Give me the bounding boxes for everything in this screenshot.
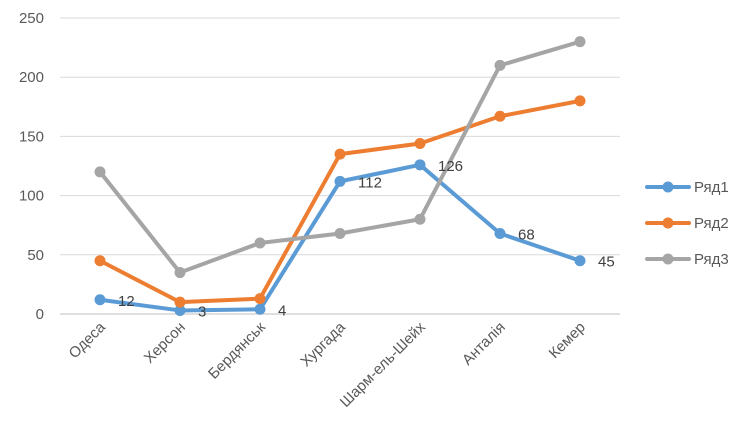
series-group xyxy=(94,36,586,316)
data-point xyxy=(574,255,586,267)
x-tick-label: Одеса xyxy=(65,318,109,362)
legend-label: Ряд3 xyxy=(694,251,729,268)
data-point xyxy=(334,175,346,187)
legend-marker xyxy=(662,253,674,265)
data-point xyxy=(414,159,426,171)
x-axis-ticks: Одеса Херсон Бердянськ ХургадаШарм-ель-Шейх… xyxy=(65,318,588,410)
data-point xyxy=(174,304,186,316)
data-point xyxy=(494,59,506,71)
x-tick-label: Херсон xyxy=(141,319,189,367)
x-tick-label: Хургада xyxy=(297,318,349,370)
y-tick-label: 200 xyxy=(19,69,44,86)
series-2 xyxy=(94,95,586,308)
data-label: 68 xyxy=(518,226,535,243)
data-point xyxy=(174,267,186,279)
legend-item-3: Ряд3 xyxy=(645,251,729,268)
data-point xyxy=(254,303,266,315)
data-label: 12 xyxy=(118,293,135,310)
legend-label: Ряд1 xyxy=(694,179,729,196)
data-point xyxy=(574,95,586,107)
series-3 xyxy=(94,36,586,279)
data-point xyxy=(254,293,266,305)
data-labels: 12 3 4 112 126 68 45 xyxy=(118,158,615,321)
data-point xyxy=(174,296,186,308)
data-label: 126 xyxy=(438,158,463,175)
data-label: 45 xyxy=(598,254,615,271)
legend-item-1: Ряд1 xyxy=(645,179,729,196)
y-tick-label: 100 xyxy=(19,188,44,205)
y-tick-label: 0 xyxy=(36,306,44,323)
legend-marker xyxy=(662,181,674,193)
data-label: 3 xyxy=(198,303,206,320)
data-point xyxy=(494,227,506,239)
data-point xyxy=(94,166,106,178)
data-point xyxy=(94,255,106,267)
legend-label: Ряд2 xyxy=(694,215,729,232)
y-axis-ticks: 0 50 100 150 200 250 xyxy=(19,10,44,323)
legend-item-2: Ряд2 xyxy=(645,215,729,232)
legend: Ряд1 Ряд2 Ряд3 xyxy=(645,179,729,268)
data-point xyxy=(414,138,426,150)
series-line xyxy=(98,98,582,305)
data-point xyxy=(334,148,346,160)
data-point xyxy=(254,237,266,249)
x-tick-label: Анталія xyxy=(459,319,509,369)
data-point xyxy=(494,110,506,122)
data-point xyxy=(94,294,106,306)
data-point xyxy=(574,36,586,48)
y-tick-label: 250 xyxy=(19,10,44,27)
y-tick-label: 50 xyxy=(27,247,44,264)
gridlines xyxy=(60,17,620,315)
x-tick-label: Кемер xyxy=(546,319,589,362)
data-label: 4 xyxy=(278,302,286,319)
x-tick-label: Бердянськ xyxy=(205,319,269,383)
y-tick-label: 150 xyxy=(19,128,44,145)
x-tick-label: Шарм-ель-Шейх xyxy=(337,318,429,410)
data-label: 112 xyxy=(358,174,382,191)
data-point xyxy=(334,227,346,239)
data-point xyxy=(414,213,426,225)
series-1 xyxy=(94,159,586,316)
legend-marker xyxy=(662,217,674,229)
